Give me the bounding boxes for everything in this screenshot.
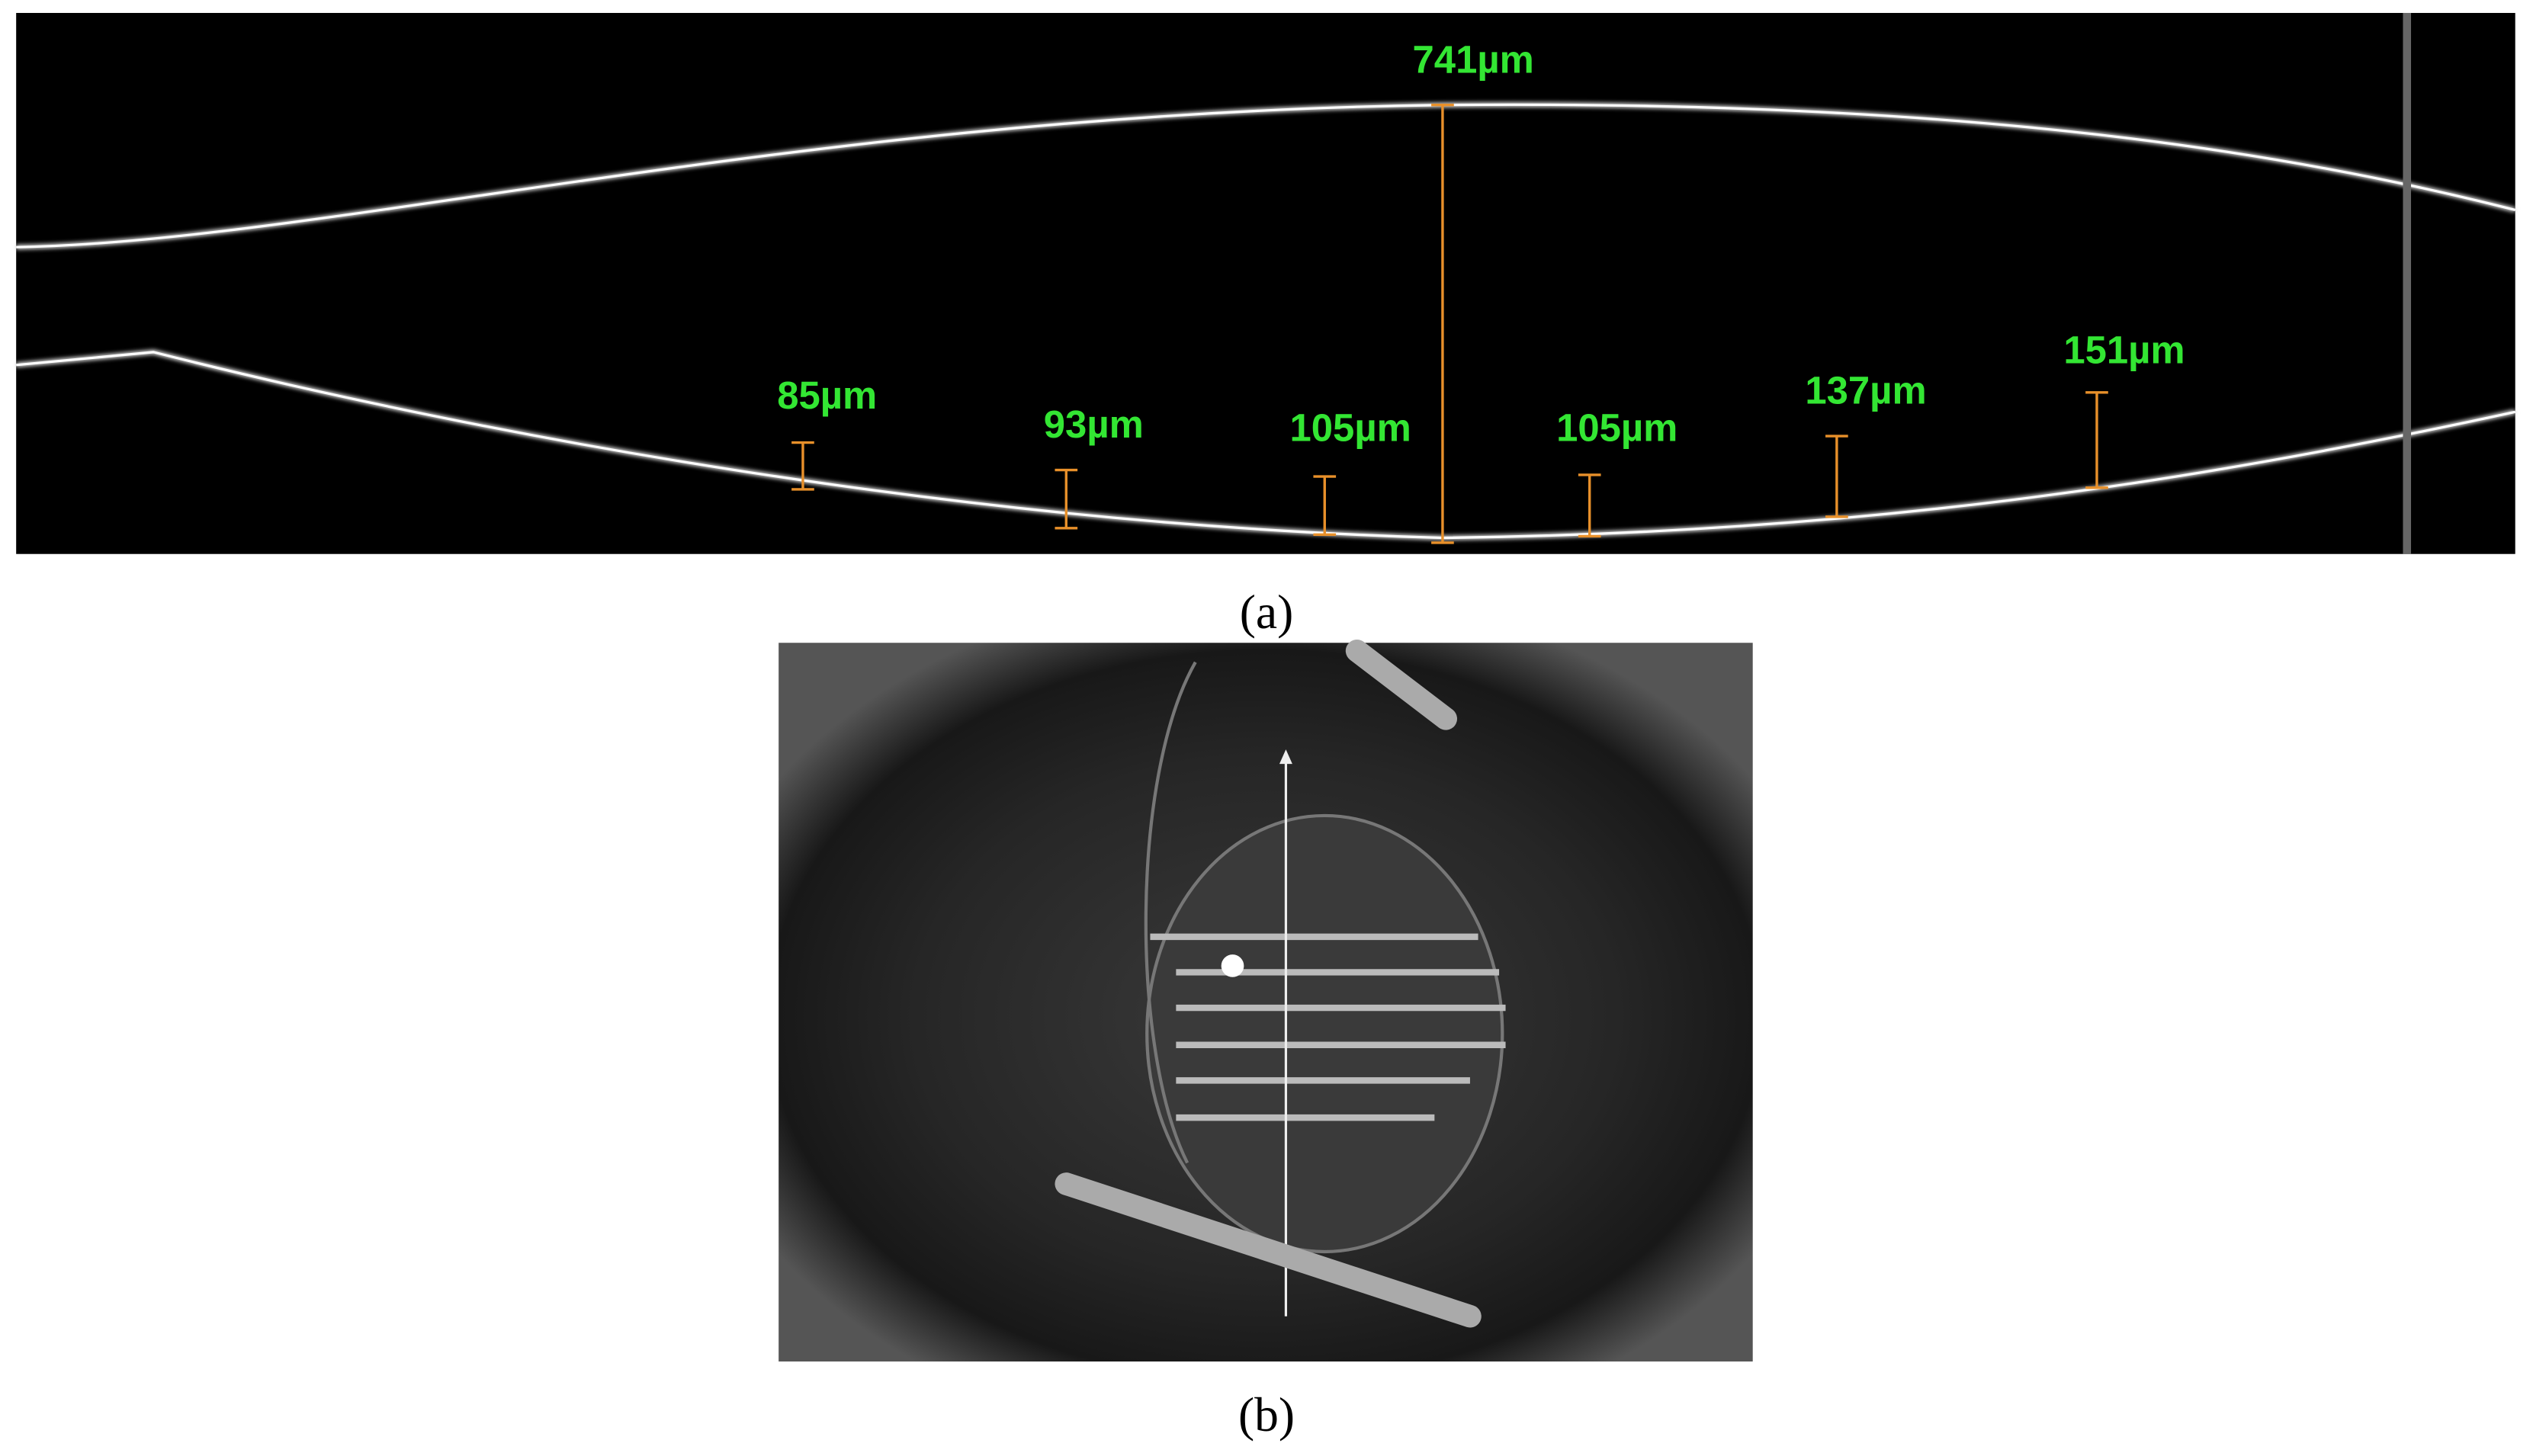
lens-edge [1144, 661, 1197, 1164]
measurement-label: 151µm [2063, 329, 2185, 372]
lens-disc [1145, 813, 1504, 1254]
measurement-label: 741µm [1413, 37, 1534, 81]
slit-lamp-image [779, 640, 1753, 1362]
reflection [1221, 954, 1244, 977]
measurement-label: 105µm [1290, 406, 1411, 449]
anterior-surface-core [16, 103, 2516, 249]
measurement-label: 137µm [1805, 369, 1926, 412]
panel-label: (b) [1238, 1387, 1295, 1442]
oct-background [16, 12, 2515, 554]
instrument [1055, 1172, 1482, 1328]
measurement-label: 93µm [1044, 402, 1144, 446]
instrument [1345, 640, 1457, 730]
oct-scan: 741µm 85µm 93µm 105µm 105µm 137µm 151µm [15, 12, 2516, 554]
measurement-label: 105µm [1556, 406, 1677, 449]
posterior-surface-core [16, 351, 2516, 540]
measurement-label: 85µm [777, 374, 877, 417]
panel-label: (a) [1240, 585, 1294, 639]
arrow-head [1279, 749, 1292, 765]
measurements: 741µm 85µm 93µm 105µm 105µm 137µm 151µm [777, 37, 2185, 544]
